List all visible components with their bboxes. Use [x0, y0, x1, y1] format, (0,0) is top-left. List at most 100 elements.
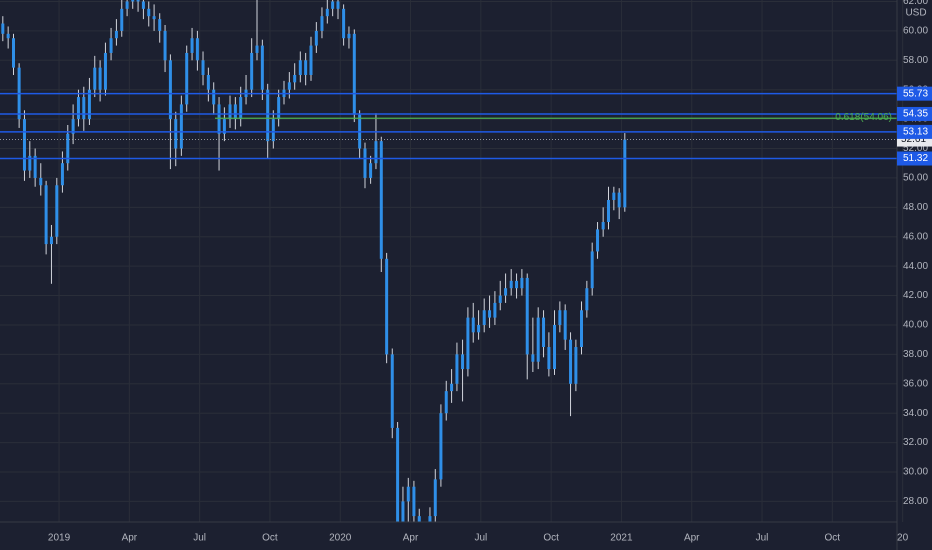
x-tick-label: Oct	[262, 533, 278, 544]
x-tick-label: Jul	[474, 533, 487, 544]
candle-body	[461, 354, 465, 370]
candle-body	[109, 38, 113, 53]
candle-body	[369, 163, 373, 178]
candle-body	[531, 354, 535, 362]
candle-body	[612, 192, 616, 200]
candle-body	[509, 280, 513, 289]
y-tick-label: 50.00	[903, 173, 928, 184]
candle-body	[309, 45, 313, 75]
candle-body	[28, 155, 32, 171]
x-tick-label: Apr	[122, 533, 138, 544]
candle-body	[217, 104, 221, 134]
candle-body	[250, 52, 254, 90]
candle-body	[233, 104, 237, 120]
candle-body	[93, 67, 97, 90]
candle-body	[542, 317, 546, 348]
x-tick-label: 2020	[329, 533, 352, 544]
level-box	[897, 106, 932, 121]
level-label: 54.35	[903, 109, 928, 120]
level-box	[897, 86, 932, 101]
candle-body	[547, 347, 551, 370]
candle-body	[33, 155, 37, 178]
candle-body	[163, 30, 167, 61]
candle-body	[190, 38, 194, 53]
y-tick-label: 52.00	[903, 143, 928, 154]
candle-body	[342, 8, 346, 39]
candle-body	[433, 479, 437, 517]
candle-body	[168, 60, 172, 120]
y-tick-label: 48.00	[903, 202, 928, 213]
candle-body	[136, 0, 140, 2]
candle-body	[1, 23, 5, 34]
x-tick-label: 20	[897, 533, 909, 544]
fib-label: 0.618(54.06)	[835, 112, 892, 123]
candle-body	[596, 229, 600, 252]
candle-body	[385, 258, 389, 355]
candle-body	[504, 288, 508, 296]
candle-body	[6, 33, 10, 39]
last-price-label: 52.61	[901, 134, 926, 145]
y-tick-label: 62.00	[903, 0, 928, 7]
candle-body	[131, 0, 135, 2]
candle-body	[428, 516, 432, 522]
candle-body	[11, 38, 15, 68]
candle-body	[450, 383, 454, 392]
candle-body	[331, 1, 335, 9]
candle-body	[444, 391, 448, 414]
candle-body	[471, 317, 475, 333]
candle-body	[417, 516, 421, 522]
candle-body	[466, 317, 470, 370]
x-tick-label: Apr	[403, 533, 419, 544]
candle-body	[563, 310, 567, 340]
candle-body	[147, 8, 151, 17]
candle-body	[374, 141, 378, 164]
axes: 28.00 30.00 32.00 34.00 36.00 38.00 40.00 42.00…	[48, 0, 932, 544]
candle-body	[260, 45, 264, 90]
candle-body	[39, 177, 43, 186]
candle-body	[125, 1, 129, 9]
candle-body	[49, 236, 53, 245]
candle-body	[222, 119, 226, 134]
level-box	[897, 124, 932, 139]
candle-body	[617, 192, 621, 208]
candle-body	[536, 317, 540, 362]
candle-body	[590, 251, 594, 289]
candle-body	[228, 104, 232, 120]
candle-body	[120, 8, 124, 31]
x-tick-label: Jul	[193, 533, 206, 544]
candle-body	[55, 185, 59, 237]
candle-body	[304, 60, 308, 75]
candle-body	[347, 33, 351, 39]
x-tick-label: 2021	[610, 533, 633, 544]
candle-body	[493, 302, 497, 318]
candle-body	[439, 413, 443, 480]
y-tick-label: 46.00	[903, 231, 928, 242]
candle-body	[82, 97, 86, 120]
currency: USD	[905, 8, 926, 19]
candle-body	[553, 324, 557, 370]
candle-body	[569, 339, 573, 384]
candle-body	[255, 45, 259, 53]
candle-body	[271, 119, 275, 142]
candle-body	[623, 139, 627, 208]
candle-body	[185, 52, 189, 105]
x-tick-label: Apr	[684, 533, 700, 544]
candle-body	[103, 52, 107, 90]
candle-body	[158, 19, 162, 31]
candle-body	[325, 8, 329, 17]
candle-body	[293, 74, 297, 83]
candle-body	[477, 324, 481, 333]
candle-body	[401, 501, 405, 522]
candle-body	[558, 310, 562, 325]
candle-body	[114, 30, 118, 39]
candle-body	[406, 486, 410, 502]
candle-body	[574, 347, 578, 384]
candle-body	[152, 16, 156, 20]
candle-body	[212, 89, 216, 105]
candle-body	[141, 1, 145, 9]
candle-body	[66, 133, 70, 164]
candle-body	[498, 295, 502, 303]
candle-body	[266, 89, 270, 142]
